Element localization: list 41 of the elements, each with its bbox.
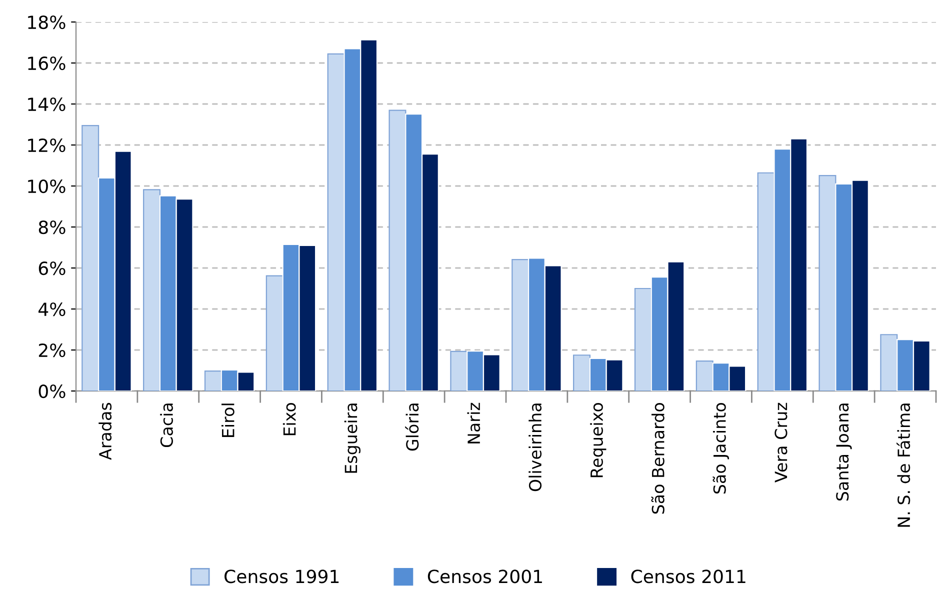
bar [696,360,714,391]
bar [573,354,591,391]
x-tick-label: N. S. de Fátima [896,404,910,527]
y-tick-label: 8% [38,220,66,234]
y-tick-label: 10% [28,179,66,194]
bar [880,334,898,391]
x-tick-label: Esgueira [344,404,360,473]
y-tick-label: 4% [38,302,66,316]
y-tick-label: 16% [28,56,66,70]
y-tick-label: 18% [28,15,66,30]
x-tick-label: Eixo [282,403,296,436]
y-tick-label: 14% [28,97,66,112]
x-tick-label: Aradas [98,402,112,460]
bar [82,124,100,391]
bar [757,172,775,391]
bar [143,189,161,391]
x-tick-label: Vera Cruz [774,402,788,483]
x-tick-label: São Jacinto [712,403,730,494]
bar [818,174,836,391]
x-tick-label: São Bernardo [651,403,664,514]
bar [204,370,222,391]
bar [634,288,652,391]
y-tick-label: 2% [38,343,66,358]
x-tick-label: Glória [405,404,419,451]
x-tick-label: Nariz [467,402,480,444]
legend-label: Censos 2001 [428,570,542,584]
bar [327,53,345,391]
bar [450,350,468,391]
y-tick-label: 6% [38,261,66,276]
x-tick-label: Requeixo [590,403,606,478]
x-tick-label: Oliveirinha [528,404,542,492]
x-tick-label: Cacia [160,404,173,448]
bar [266,275,284,391]
legend-label: Censos 2011 [631,570,746,584]
x-tick-label: Eirol [222,404,234,437]
x-tick-label: Santa Joana [836,404,852,501]
legend-label: Censos 1991 [224,570,339,584]
y-tick-label: 12% [28,138,66,152]
bar [388,110,406,391]
y-tick-label: 0% [38,384,66,398]
bar [512,259,530,391]
